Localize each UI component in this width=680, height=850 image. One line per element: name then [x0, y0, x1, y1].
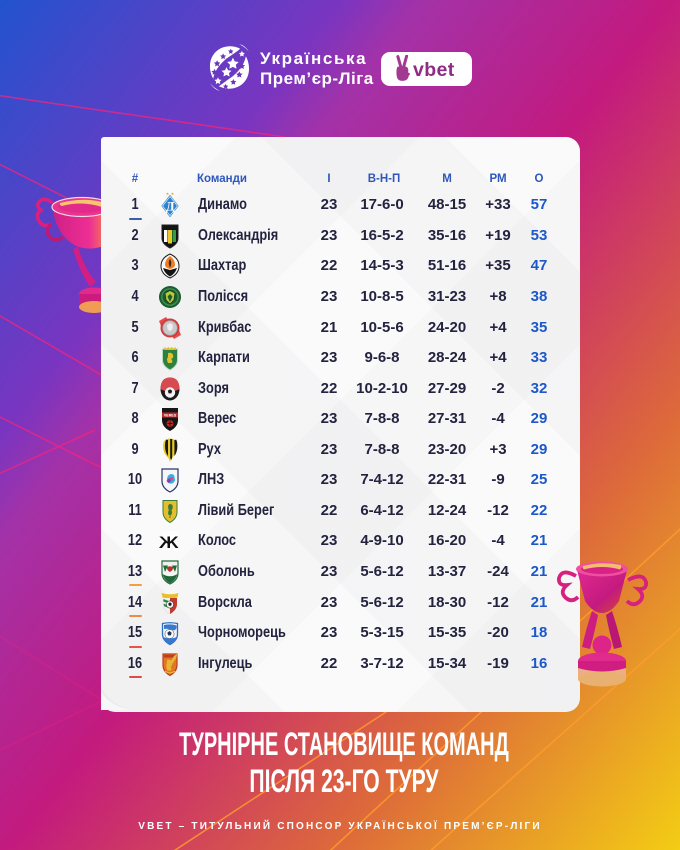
- svg-text:K: K: [166, 533, 179, 552]
- svg-text:VERES: VERES: [164, 414, 177, 418]
- svg-text:K: K: [158, 533, 171, 552]
- svg-text:Д: Д: [166, 199, 175, 214]
